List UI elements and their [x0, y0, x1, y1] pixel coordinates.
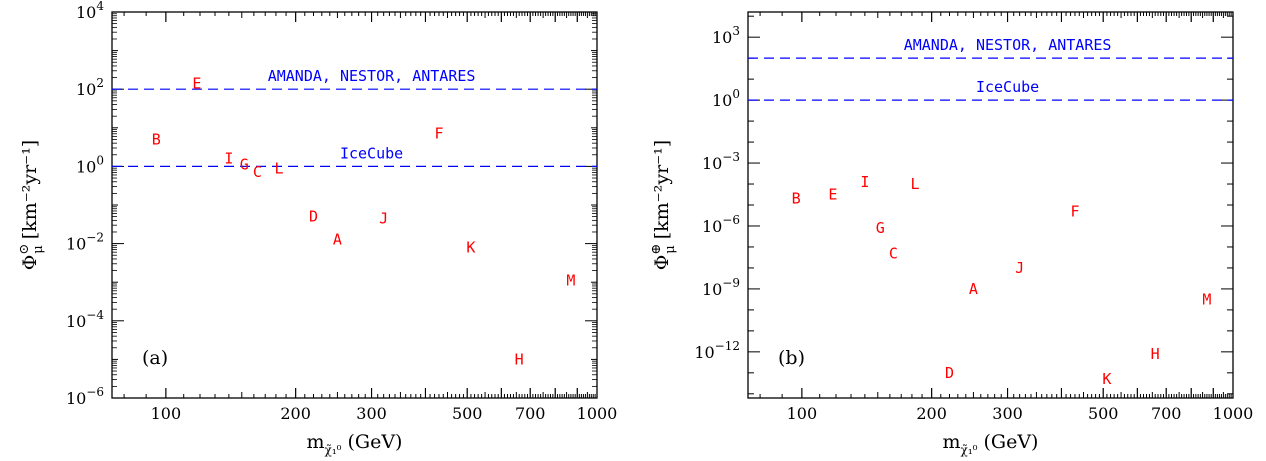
data-point-M: M: [1202, 290, 1211, 308]
data-point-A: A: [969, 280, 978, 298]
data-point-E: E: [828, 186, 837, 204]
y-tick-label: 10−9: [702, 276, 740, 299]
ref-line-label: AMANDA, NESTOR, ANTARES: [904, 36, 1112, 54]
data-point-F: F: [1070, 202, 1079, 220]
panel-b: 100 200 300 500 700 1000 10−12 10−9 10−6 10−3 100 1…: [649, 11, 1254, 457]
ref-line-label: IceCube: [976, 78, 1039, 96]
data-point-C: C: [889, 244, 898, 262]
y-tick-label: 10−4: [66, 308, 104, 331]
x-tick-label: 1000: [1213, 404, 1254, 423]
data-point-K: K: [466, 238, 475, 256]
panel-label: (a): [142, 347, 168, 369]
x-tick-label: 300: [992, 404, 1023, 423]
data-point-C: C: [253, 163, 262, 181]
x-tick-label: 700: [515, 404, 546, 423]
x-tick-label: 300: [356, 404, 387, 423]
x-axis-label: mχ̃₁⁰ (GeV): [943, 431, 1039, 457]
data-point-B: B: [152, 130, 161, 148]
x-tick-label: 1000: [577, 404, 618, 423]
panel-label: (b): [778, 347, 805, 369]
data-point-K: K: [1102, 370, 1111, 388]
data-point-L: L: [911, 175, 920, 193]
data-point-J: J: [379, 210, 388, 228]
y-tick-label: 100: [712, 87, 740, 110]
y-tick-label: 10−3: [702, 150, 740, 173]
data-point-I: I: [224, 150, 233, 168]
data-point-L: L: [275, 159, 284, 177]
data-point-E: E: [192, 74, 201, 92]
data-point-G: G: [876, 219, 885, 237]
y-axis-label: Φ⊕μ [km⁻²yr⁻¹]: [649, 140, 678, 270]
data-point-H: H: [1151, 345, 1160, 363]
data-point-J: J: [1015, 259, 1024, 277]
y-tick-label: 10−6: [702, 213, 740, 236]
data-point-G: G: [240, 155, 249, 173]
plot-frame: [747, 11, 1234, 399]
y-tick-label: 102: [76, 76, 104, 99]
y-tick-label: 10−6: [66, 385, 104, 408]
data-point-M: M: [566, 271, 575, 289]
data-point-I: I: [860, 173, 869, 191]
x-tick-label: 100: [151, 404, 182, 423]
x-tick-label: 200: [280, 404, 311, 423]
y-tick-label: 10−2: [66, 231, 104, 254]
y-axis-label: Φ⊙μ [km⁻²yr⁻¹]: [17, 140, 46, 270]
y-tick-label: 10−12: [694, 339, 740, 362]
x-tick-label: 100: [787, 404, 818, 423]
ref-line-label: AMANDA, NESTOR, ANTARES: [268, 67, 476, 85]
data-point-D: D: [945, 364, 954, 382]
panel-a: 100 200 300 500 700 1000 10−6 10−4 10−2 100 102 104…: [17, 0, 617, 457]
data-point-H: H: [515, 350, 524, 368]
data-point-A: A: [333, 231, 342, 249]
y-tick-label: 100: [76, 153, 104, 176]
x-tick-label: 700: [1151, 404, 1182, 423]
data-point-B: B: [792, 190, 801, 208]
x-axis-label: mχ̃₁⁰ (GeV): [307, 431, 403, 457]
ref-line-label: IceCube: [340, 144, 403, 162]
x-tick-label: 200: [916, 404, 947, 423]
data-point-F: F: [434, 125, 443, 143]
x-tick-label: 500: [1088, 404, 1119, 423]
y-tick-label: 104: [76, 0, 104, 22]
x-tick-label: 500: [452, 404, 483, 423]
y-tick-label: 103: [712, 24, 740, 47]
data-point-D: D: [309, 208, 318, 226]
